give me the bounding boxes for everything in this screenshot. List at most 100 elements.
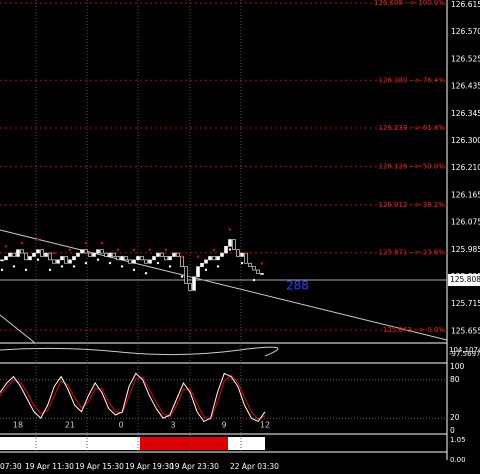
dot [164,248,168,252]
price-label: 126.210 [451,163,480,172]
candle [16,249,20,257]
candle [200,262,204,267]
candle [248,262,252,267]
candle [40,249,44,257]
dot [148,248,152,252]
candle [152,256,156,261]
candle [0,259,4,262]
fib-label: 125.643 --> 0.0% [383,326,445,334]
candle [36,249,40,254]
dot [20,241,24,245]
fib-label: 126.126 --> 50.0% [378,162,445,170]
dot [36,238,40,241]
trend-line [0,314,36,344]
candle [104,252,108,257]
bars-label: 1.05 [450,436,466,444]
dot [192,285,196,288]
fib-label: 125.871 --> 23.6% [378,249,445,257]
candle [220,252,224,257]
candle [32,252,36,257]
dot [84,261,88,265]
hour-label: 18 [13,421,23,430]
hour-label: 0 [118,421,123,430]
candle [144,259,148,264]
stoch-label: 20 [450,413,460,422]
candle [56,259,60,264]
candle [240,252,244,257]
fib-label: 126.380 --> 76.4% [378,76,445,84]
candle [208,256,212,261]
candle [100,249,104,254]
price-label: 125.715 [451,299,480,308]
candle [124,256,128,261]
dot [228,228,232,231]
candle [260,273,264,275]
dot [108,261,112,265]
candle [256,269,260,274]
candle [108,252,112,257]
candle [136,256,140,261]
candle [160,252,164,257]
dot [36,258,40,261]
dot [228,248,232,251]
oscillator-label: -97.5697 [449,350,480,358]
price-label: 125.655 [451,326,480,335]
dot [48,268,52,272]
bars-label: 0.00 [450,456,466,464]
dot [72,265,76,268]
candle [28,256,32,261]
candle [172,252,176,257]
candle [92,252,96,257]
candle [76,252,80,257]
candle [44,252,48,257]
dot [156,261,160,265]
dot [180,275,184,278]
dot [24,268,28,272]
price-label: 126.525 [451,54,480,63]
candle [168,256,172,261]
bar-strip [140,437,228,450]
candle [184,266,188,284]
candle [224,246,228,254]
candle [132,259,136,264]
candle [72,256,76,261]
candle [180,256,184,267]
candle [112,252,116,257]
fib-label: 126.012 --> 38.2% [378,201,445,209]
dot [132,268,136,272]
dot [4,245,8,248]
hour-label: 3 [170,421,175,430]
dot [180,255,184,258]
candle [8,252,12,257]
time-label: 07:30 [0,462,22,471]
candle [68,259,72,264]
candle [196,266,200,278]
dot [132,248,136,252]
dot [68,248,72,252]
dot [84,241,88,245]
dot [116,248,120,252]
dot [52,252,56,255]
candle [80,249,84,254]
candle [228,239,232,247]
candle [120,256,124,261]
stoch-label: 0 [450,426,455,435]
time-label: 19 Apr 15:30 [75,462,124,471]
hour-label: 12 [260,421,270,430]
current-price-box [448,274,480,286]
price-label: 126.165 [451,190,480,199]
current-price: 125.808 [450,275,480,284]
dot [60,265,64,268]
candle [156,252,160,257]
dot [96,258,100,261]
fib-label: 126.239 --> 61.8% [378,124,445,132]
candle [164,256,168,261]
candle [24,252,28,261]
candle [204,259,208,264]
candle [96,249,100,254]
candle [116,256,120,261]
bar-strip [0,437,140,450]
dot [244,252,248,255]
